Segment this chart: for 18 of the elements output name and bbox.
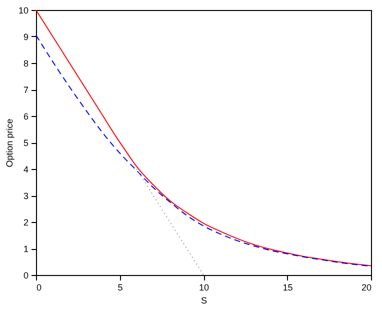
y-tick-label: 5 bbox=[23, 138, 28, 148]
y-axis-title: Option price bbox=[4, 118, 14, 168]
x-tick-label: 5 bbox=[118, 282, 123, 292]
y-tick-label: 4 bbox=[23, 164, 28, 174]
y-tick-label: 6 bbox=[23, 112, 28, 122]
y-tick-label: 8 bbox=[23, 58, 28, 68]
x-tick-label: 0 bbox=[36, 282, 42, 292]
x-tick-label: 15 bbox=[282, 282, 293, 292]
x-tick-label: 10 bbox=[198, 282, 210, 292]
y-tick-label: 7 bbox=[23, 85, 28, 95]
y-tick-label: 3 bbox=[23, 191, 28, 201]
y-tick-label: 10 bbox=[18, 6, 28, 16]
y-tick-label: 0 bbox=[23, 270, 28, 280]
y-tick-label: 9 bbox=[23, 32, 28, 42]
y-tick-label: 1 bbox=[23, 244, 28, 254]
x-tick-label: 20 bbox=[361, 282, 372, 292]
y-tick-label: 2 bbox=[23, 218, 28, 228]
x-axis-title: S bbox=[200, 296, 208, 306]
